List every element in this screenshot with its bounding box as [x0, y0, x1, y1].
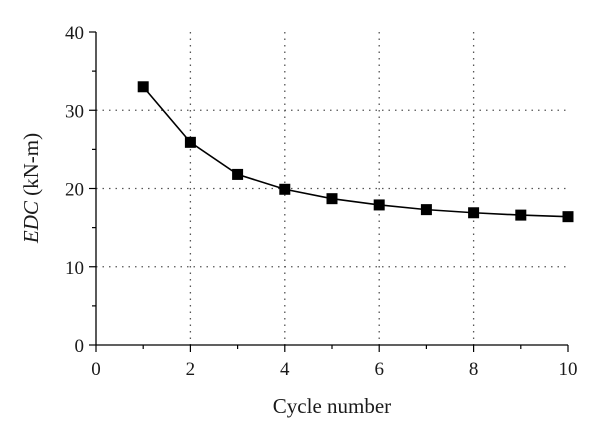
- x-tick-label: 4: [280, 359, 290, 380]
- x-tick-label: 0: [91, 359, 101, 380]
- x-tick-label: 10: [559, 359, 578, 380]
- y-tick-labels: 0 10 20 30 40: [65, 23, 84, 357]
- y-axis-title: EDC (kN-m): [19, 133, 43, 244]
- y-axis-title-unit: (kN-m): [19, 133, 43, 201]
- data-point-marker: [373, 199, 385, 211]
- y-tick-label: 0: [75, 336, 85, 357]
- x-tick-label: 6: [374, 359, 384, 380]
- y-tick-label: 30: [65, 101, 84, 122]
- data-point-marker: [515, 209, 527, 221]
- data-point-marker: [420, 204, 432, 216]
- y-tick-label: 20: [65, 180, 84, 201]
- x-tick-label: 2: [186, 359, 196, 380]
- data-series: [137, 81, 574, 223]
- y-tick-label: 40: [65, 23, 84, 44]
- data-point-marker: [137, 81, 149, 93]
- axes: [95, 32, 568, 346]
- data-point-marker: [468, 207, 480, 219]
- data-point-marker: [279, 183, 291, 195]
- x-tick-labels: 0 2 4 6 8 10: [91, 359, 577, 380]
- data-point-marker: [562, 211, 574, 223]
- series-line: [142, 86, 569, 218]
- x-axis-title: Cycle number: [273, 394, 391, 418]
- y-tick-label: 10: [65, 258, 84, 279]
- data-point-marker: [232, 168, 244, 180]
- data-point-marker: [184, 136, 196, 148]
- grid-lines: [96, 32, 568, 345]
- x-tick-label: 8: [469, 359, 479, 380]
- data-point-marker: [326, 193, 338, 205]
- tick-marks: [89, 31, 569, 352]
- y-axis-title-variable: EDC: [19, 200, 43, 244]
